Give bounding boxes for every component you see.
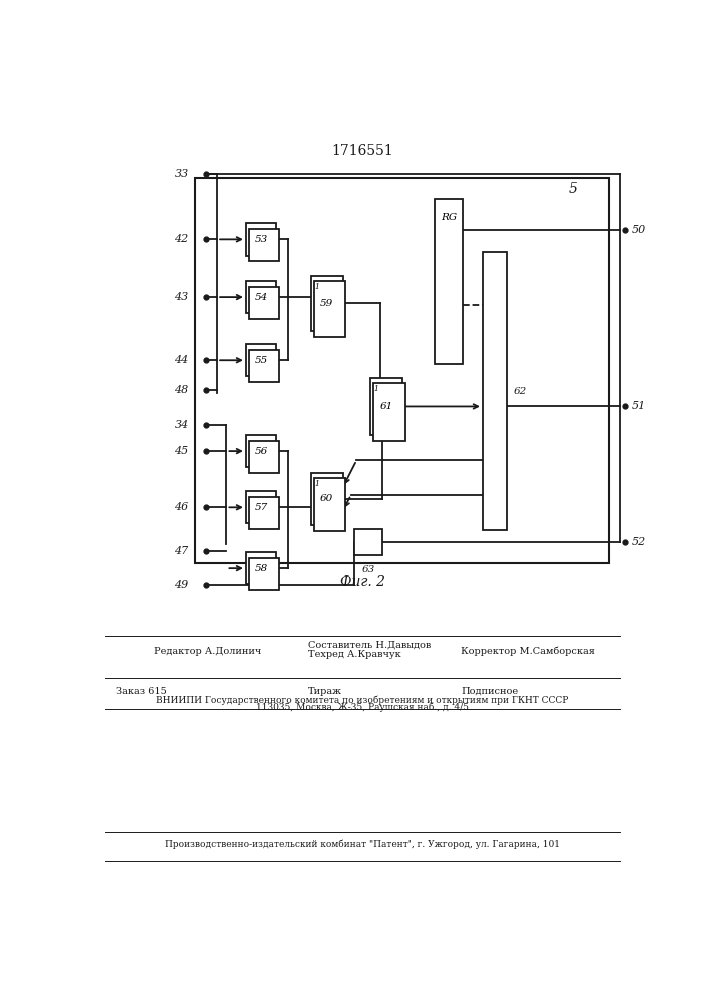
- Bar: [314, 478, 345, 531]
- Text: Заказ 615: Заказ 615: [116, 687, 167, 696]
- Bar: [249, 287, 279, 319]
- Text: 1: 1: [314, 480, 319, 488]
- Text: 53: 53: [255, 235, 267, 244]
- Text: 47: 47: [175, 546, 189, 556]
- Bar: [249, 441, 279, 473]
- Text: RG: RG: [441, 213, 457, 222]
- Text: 58: 58: [255, 564, 267, 573]
- Text: 52: 52: [632, 537, 646, 547]
- Bar: [373, 383, 404, 441]
- Bar: [246, 552, 276, 584]
- Bar: [246, 344, 276, 376]
- Text: 1716551: 1716551: [332, 144, 393, 158]
- Bar: [249, 350, 279, 382]
- Text: 59: 59: [320, 299, 333, 308]
- Bar: [354, 529, 382, 555]
- Text: 51: 51: [632, 401, 646, 411]
- Text: 60: 60: [320, 494, 333, 503]
- Text: ВНИИПИ Государственного комитета по изобретениям и открытиям при ГКНТ СССР: ВНИИПИ Государственного комитета по изоб…: [156, 696, 568, 705]
- Text: 113035, Москва, Ж-35, Раушская наб., д. 4/5: 113035, Москва, Ж-35, Раушская наб., д. …: [256, 703, 469, 712]
- Text: Фиг. 2: Фиг. 2: [340, 575, 385, 589]
- Text: 50: 50: [632, 225, 646, 235]
- Text: 1: 1: [314, 283, 319, 291]
- Text: 34: 34: [175, 420, 189, 430]
- Text: 43: 43: [175, 292, 189, 302]
- Text: 63: 63: [361, 565, 375, 574]
- Bar: [249, 229, 279, 261]
- Text: 62: 62: [513, 387, 527, 396]
- Text: Техред А.Кравчук: Техред А.Кравчук: [308, 650, 400, 659]
- Text: 44: 44: [175, 355, 189, 365]
- Bar: [370, 378, 402, 435]
- Text: 48: 48: [175, 385, 189, 395]
- Text: Корректор М.Самборская: Корректор М.Самборская: [461, 647, 595, 656]
- Text: 56: 56: [255, 447, 267, 456]
- Bar: [246, 491, 276, 523]
- Text: 49: 49: [175, 580, 189, 590]
- Bar: [246, 223, 276, 256]
- Text: 1: 1: [373, 385, 378, 393]
- Bar: [311, 276, 343, 331]
- Text: 61: 61: [379, 402, 392, 411]
- Text: Производственно-издательский комбинат "Патент", г. Ужгород, ул. Гагарина, 101: Производственно-издательский комбинат "П…: [165, 839, 560, 849]
- Bar: [249, 497, 279, 529]
- Text: 54: 54: [255, 293, 267, 302]
- Text: Составитель Н.Давыдов: Составитель Н.Давыдов: [308, 641, 431, 650]
- Text: 55: 55: [255, 356, 267, 365]
- Text: Редактор А.Долинич: Редактор А.Долинич: [154, 647, 262, 656]
- Bar: [483, 252, 507, 530]
- Bar: [249, 558, 279, 590]
- Text: 45: 45: [175, 446, 189, 456]
- Text: 57: 57: [255, 503, 267, 512]
- Text: 33: 33: [175, 169, 189, 179]
- Bar: [314, 281, 345, 337]
- Bar: [246, 281, 276, 313]
- Text: 46: 46: [175, 502, 189, 512]
- Bar: [435, 199, 463, 364]
- Bar: [246, 435, 276, 467]
- Text: Тираж: Тираж: [308, 687, 341, 696]
- Text: 5: 5: [569, 182, 578, 196]
- Text: 42: 42: [175, 234, 189, 244]
- Bar: [311, 473, 343, 525]
- Bar: [195, 178, 609, 563]
- Text: Подписное: Подписное: [461, 687, 518, 696]
